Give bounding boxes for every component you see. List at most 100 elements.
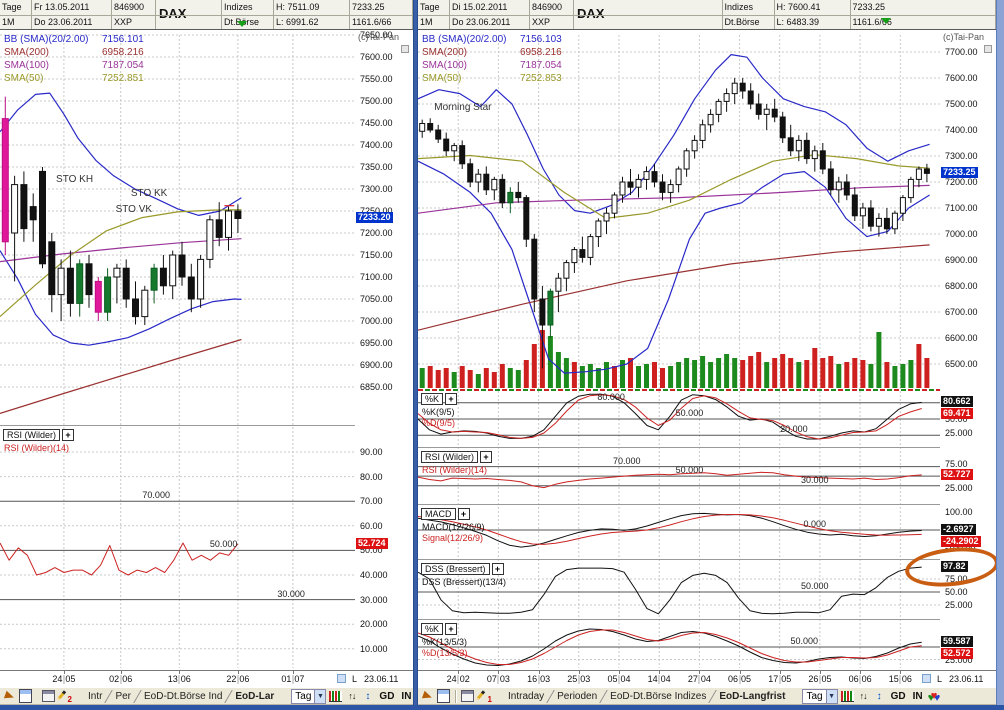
chart-annotation: Morning Star <box>434 102 492 114</box>
indicator-value-tag: 52.572 <box>941 648 973 659</box>
in-button[interactable]: IN <box>401 690 412 702</box>
indicator-axis-label: 50.00 <box>945 414 968 424</box>
header-value: XXP <box>114 17 133 27</box>
indicator-axis-label: 30.000 <box>360 594 388 605</box>
collapse-box[interactable] <box>984 45 992 53</box>
chart-type-icon[interactable] <box>840 690 854 702</box>
header-cell-dates: Di 15.02.2011 Do 23.06.2011 <box>450 0 530 29</box>
period-box-icon[interactable] <box>922 674 931 683</box>
candlestick-series <box>419 78 930 369</box>
pin-icon[interactable] <box>3 689 16 703</box>
header-value: Tage <box>2 2 22 12</box>
legend-label: SMA(50) <box>4 73 44 84</box>
tile-windows-icon[interactable] <box>437 689 450 703</box>
panel-divider[interactable] <box>413 0 418 705</box>
header-value: 1161.6/66 <box>352 17 392 27</box>
line-sma-50 <box>418 154 930 219</box>
tab-intraday[interactable]: Intraday <box>508 690 545 702</box>
last-price-tag: 7233.25 <box>941 167 978 179</box>
date-tick-label: 25 03 <box>567 674 590 684</box>
date-tick-label: 01 07 <box>281 674 304 684</box>
tab-intr[interactable]: Intr <box>88 690 103 702</box>
header-value: 1M <box>2 17 15 27</box>
tile-windows-icon[interactable] <box>19 689 32 703</box>
indicator-title[interactable]: %K <box>421 393 444 405</box>
chart-split-separator <box>418 389 940 391</box>
tab-eod-dt-b-rse-indizes[interactable]: EoD-Dt.Börse Indizes <box>610 690 707 702</box>
add-indicator-button[interactable]: + <box>480 451 492 463</box>
spinner-icon[interactable]: ↕ <box>876 690 882 702</box>
date-tick <box>779 671 781 674</box>
tab-eod-dt-b-rse-ind[interactable]: EoD-Dt.Börse Ind <box>144 690 223 702</box>
calendar-icon[interactable] <box>42 690 55 702</box>
spinner-icon[interactable]: ↕ <box>365 690 371 702</box>
indicator-header: DSS (Bressert) + <box>421 563 504 575</box>
add-indicator-button[interactable]: + <box>445 393 458 405</box>
annotation-pencil-icon[interactable]: 2 <box>58 689 72 704</box>
indicator-title[interactable]: %K <box>421 623 444 635</box>
tab-per[interactable]: Per <box>115 690 132 702</box>
period-dropdown[interactable]: Tag ▼ <box>802 688 838 704</box>
date-tick-label: 05 04 <box>607 674 630 684</box>
tab-eod-langfrist[interactable]: EoD-Langfrist <box>719 690 786 702</box>
period-box-icon[interactable] <box>337 674 346 683</box>
vertical-scrollbar[interactable] <box>996 0 1004 705</box>
price-axis-label: 7500.00 <box>945 99 978 109</box>
date-month: 03 <box>580 674 591 684</box>
header-cell-last: 7233.25 1161.6/66 <box>350 0 413 29</box>
legend-row: SMA(200) 6958.216 <box>422 46 562 59</box>
favorites-icon[interactable]: ♥ <box>930 690 938 702</box>
chart-type-icon[interactable] <box>329 690 343 702</box>
gd-button[interactable]: GD <box>890 690 906 702</box>
header-value: L: 6991.62 <box>276 17 319 27</box>
date-separator <box>292 674 294 684</box>
indicator-series-label: DSS (Bressert)(13/4) <box>422 577 507 587</box>
tab-perioden[interactable]: Perioden <box>557 690 598 702</box>
tab-eod-lar[interactable]: EoD-Lar <box>235 690 275 702</box>
date-separator <box>859 674 861 684</box>
sort-arrows-icon[interactable]: ↑↓ <box>348 691 356 701</box>
date-day: 02 <box>109 674 120 684</box>
legend-label: BB (SMA)(20/2.00) <box>4 34 89 45</box>
indicator-series-label: %K(9/5) <box>422 407 455 417</box>
date-tick <box>120 671 122 674</box>
period-dropdown-value: Tag <box>806 690 823 702</box>
indicator-value-tag: 52.724 <box>356 538 388 549</box>
header-cell-sym: DAX <box>574 0 723 29</box>
indicator-axis-label: 25.000 <box>945 483 973 494</box>
date-tick-label: 06 06 <box>849 674 872 684</box>
legend-row: SMA(100) 7187.054 <box>422 59 562 72</box>
header-cell-sym: DAX <box>156 0 222 29</box>
date-month: 05 <box>65 674 76 684</box>
period-dropdown[interactable]: Tag ▼ <box>291 688 327 704</box>
add-indicator-button[interactable]: + <box>457 508 470 520</box>
header-value: Di 15.02.2011 <box>452 2 508 12</box>
gd-button[interactable]: GD <box>379 690 395 702</box>
price-axis-label: 6600.00 <box>945 333 978 343</box>
in-button[interactable]: IN <box>912 690 923 702</box>
indicator-title[interactable]: RSI (Wilder) <box>3 429 60 441</box>
date-month: 05 <box>821 674 832 684</box>
price-axis-label: 7150.00 <box>360 250 393 260</box>
indicator-series-label: %D(9/5) <box>422 418 456 428</box>
indicator-axis-label: 25.000 <box>945 600 973 610</box>
date-month: 05 <box>781 674 792 684</box>
annotation-pencil-icon[interactable]: 1 <box>477 689 492 704</box>
calendar-icon[interactable] <box>461 690 474 702</box>
indicator-title[interactable]: DSS (Bressert) <box>421 563 490 575</box>
header-value: H: 7600.41 <box>776 2 821 12</box>
indicator-title[interactable]: MACD <box>421 508 456 520</box>
price-axis-label: 7250.00 <box>360 206 393 216</box>
indicator-series <box>418 566 922 615</box>
date-day: 22 <box>226 674 237 684</box>
price-axis-label: 6950.00 <box>360 338 393 348</box>
collapse-box[interactable] <box>401 45 409 53</box>
indicator-axis-label: 20.000 <box>360 619 388 630</box>
sort-arrows-icon[interactable]: ↑↓ <box>859 691 868 701</box>
add-indicator-button[interactable]: + <box>491 563 504 575</box>
add-indicator-button[interactable]: + <box>445 623 458 635</box>
date-separator <box>698 674 700 684</box>
pin-icon[interactable] <box>421 689 434 703</box>
add-indicator-button[interactable]: + <box>62 429 74 441</box>
indicator-title[interactable]: RSI (Wilder) <box>421 451 478 463</box>
